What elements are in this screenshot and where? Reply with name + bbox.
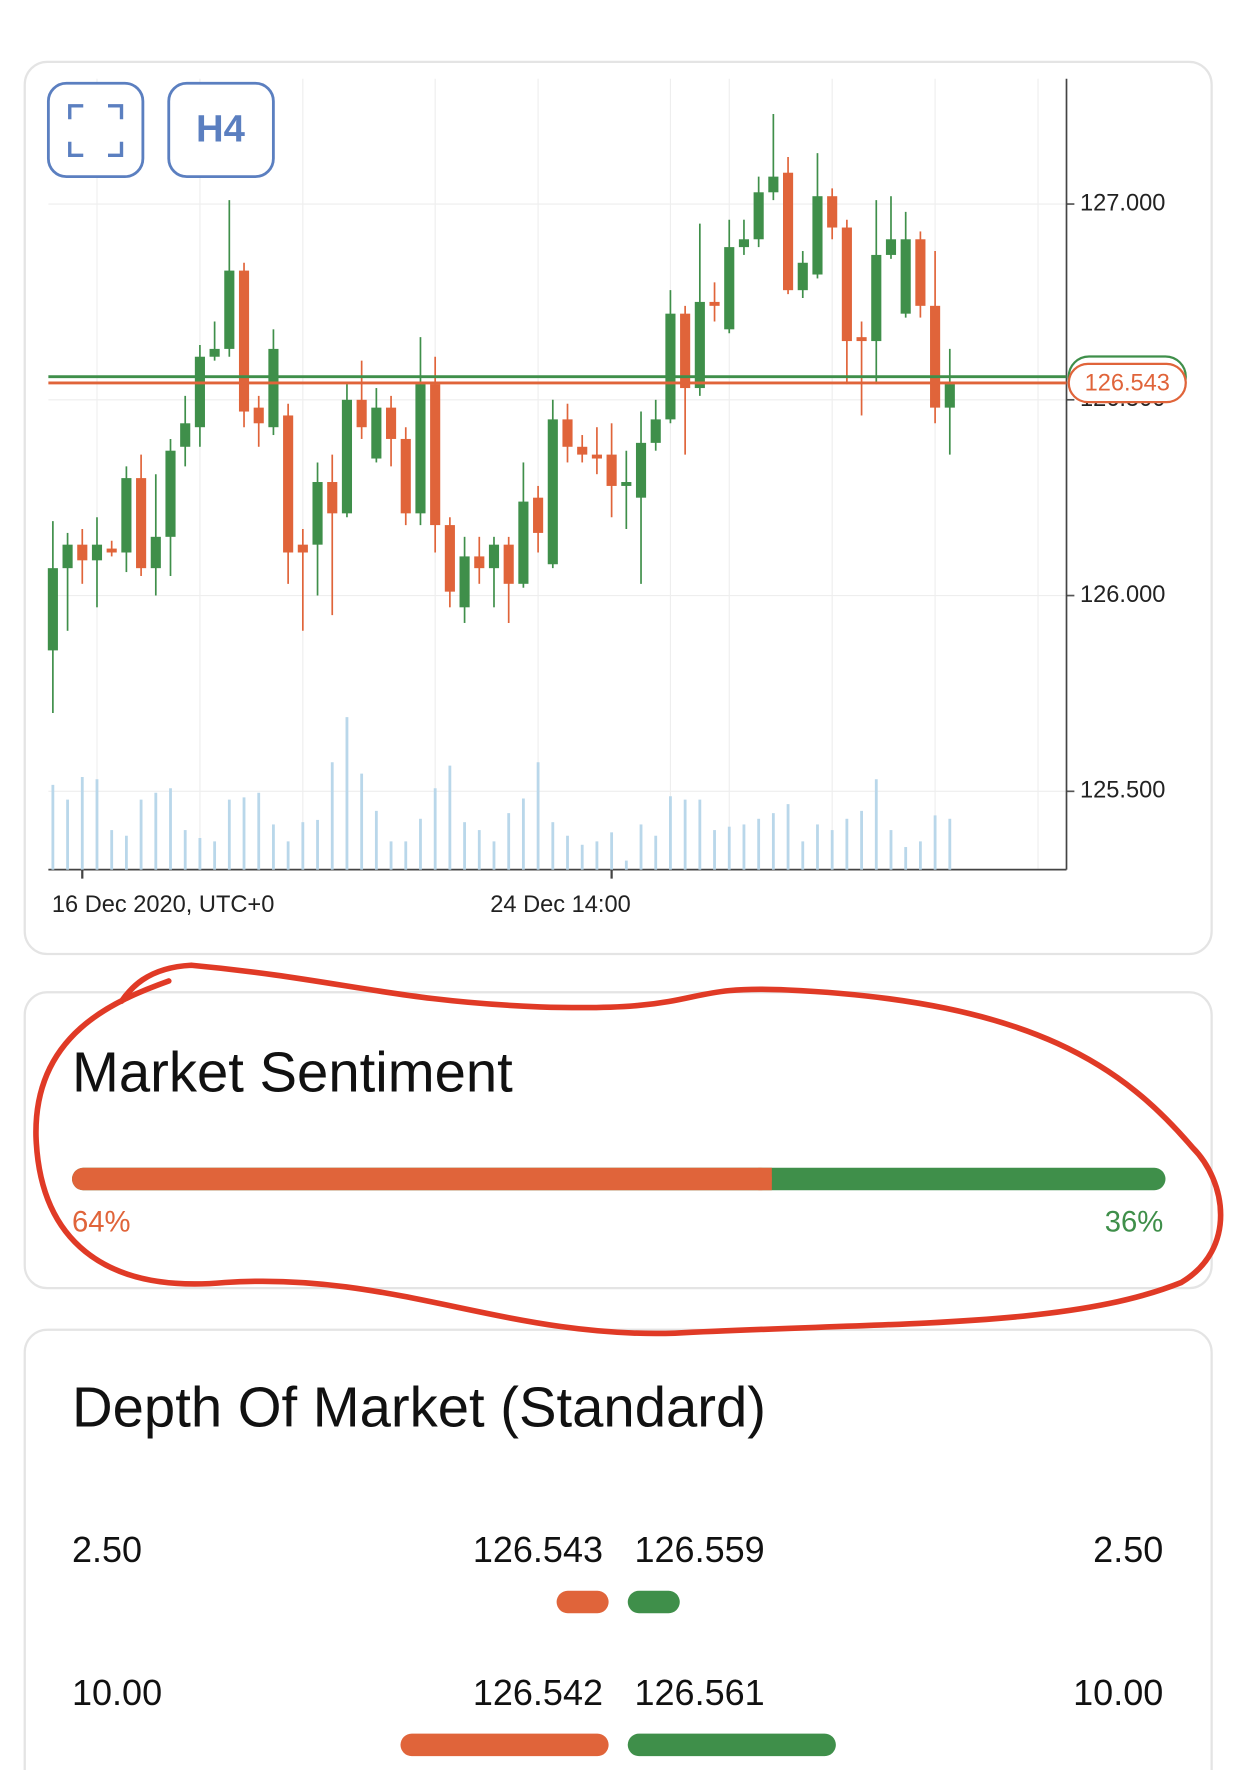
candle-body [327,482,338,514]
candle-body [224,270,235,349]
depth-rows: 2.50 126.543 126.559 2.50 10.00 126.542 126.56… [72,1529,1163,1757]
sentiment-card [23,991,1213,1290]
buy-label: 36% [1105,1207,1164,1239]
candle-body [621,482,632,486]
bid-volume-bar [400,1733,609,1757]
bid-price: 126.543 [473,1529,603,1570]
candle-body [283,415,294,553]
candle-body [577,446,588,455]
candle-body [415,384,426,514]
bid-price: 126.542 [473,1672,603,1713]
bid-volume: 2.50 [72,1529,142,1570]
fullscreen-button[interactable] [46,81,145,179]
candle-body [518,501,529,584]
bid-volume-bar [556,1590,609,1614]
hand-drawn-circle [33,962,1224,1337]
candle-body [738,239,750,248]
candle-body [827,196,838,228]
candle-body [930,305,941,408]
candle-body [136,478,147,569]
y-tick-label: 127.000 [1080,190,1165,216]
candle-body [547,419,558,565]
candle-body [150,536,161,569]
candle-body [430,384,441,526]
candle-body [62,544,73,569]
candle-body [253,407,264,424]
depth-title: Depth Of Market (Standard) [72,1376,766,1439]
candle-body [194,356,205,428]
candle-body [783,172,794,291]
candle-body [371,407,382,459]
candle-body [91,544,103,561]
candle-body [312,482,323,545]
candle-body [341,399,353,514]
candle-body [165,450,176,537]
interval-label[interactable]: H4 [196,108,246,151]
candle-body [709,301,720,306]
sentiment-title: Market Sentiment [72,1040,513,1103]
x-tick-label: 16 Dec 2020, UTC+0 [52,892,274,918]
y-tick-label: 126.000 [1080,582,1165,608]
candle-body [606,454,617,486]
candle-body [503,544,514,584]
candle-body [635,442,647,498]
candle-body [944,384,955,408]
candle-body [459,556,470,608]
bid-badge [1067,362,1187,404]
ask-volume: 2.50 [1093,1529,1163,1570]
sentiment-bar [72,1167,1166,1191]
candle-body [356,399,367,428]
x-tick-label: 24 Dec 14:00 [490,892,630,918]
candle-body [180,423,191,447]
y-tick-label: 125.500 [1080,778,1165,804]
candle-body [650,419,661,443]
ask-volume: 10.00 [1073,1672,1163,1713]
candle-body [900,239,911,314]
candle-body [841,227,852,342]
candle-body [915,239,926,306]
candle-body [665,313,676,420]
candle-body [444,525,455,592]
chart-card [23,60,1213,956]
candle-body [871,254,882,342]
interval-button[interactable]: H4 [167,81,275,179]
candle-body [385,407,397,439]
candle-body [797,262,808,291]
candle-body [753,192,764,240]
candle-body [856,337,867,342]
bid-volume: 10.00 [72,1672,162,1713]
sell-segment [72,1167,772,1191]
candle-body [77,544,88,561]
candle-body [591,454,602,459]
candle-body [885,239,897,255]
candle-body [209,348,220,357]
candle-body [474,556,485,569]
candle-body [768,176,779,193]
candle-body [488,544,500,569]
candle-body [47,568,58,651]
candle-body [724,247,735,330]
candle-body [400,438,411,514]
candle-body [106,548,117,553]
candle-body [238,270,250,412]
ask-volume-bar [627,1733,836,1757]
candle-body [121,478,132,553]
ask-price: 126.559 [635,1529,765,1570]
candle-body [694,301,705,389]
sell-segment-square [758,1167,772,1191]
sell-label: 64% [72,1207,131,1239]
candle-body [533,497,544,533]
candle-body [812,196,823,275]
candle-body [680,313,691,389]
candle-body [297,544,308,553]
ask-price: 126.561 [635,1672,765,1713]
bid-badge-label: 126.543 [1085,370,1170,396]
candle-body [562,419,573,447]
ask-volume-bar [627,1590,680,1614]
candle-body [268,348,279,428]
